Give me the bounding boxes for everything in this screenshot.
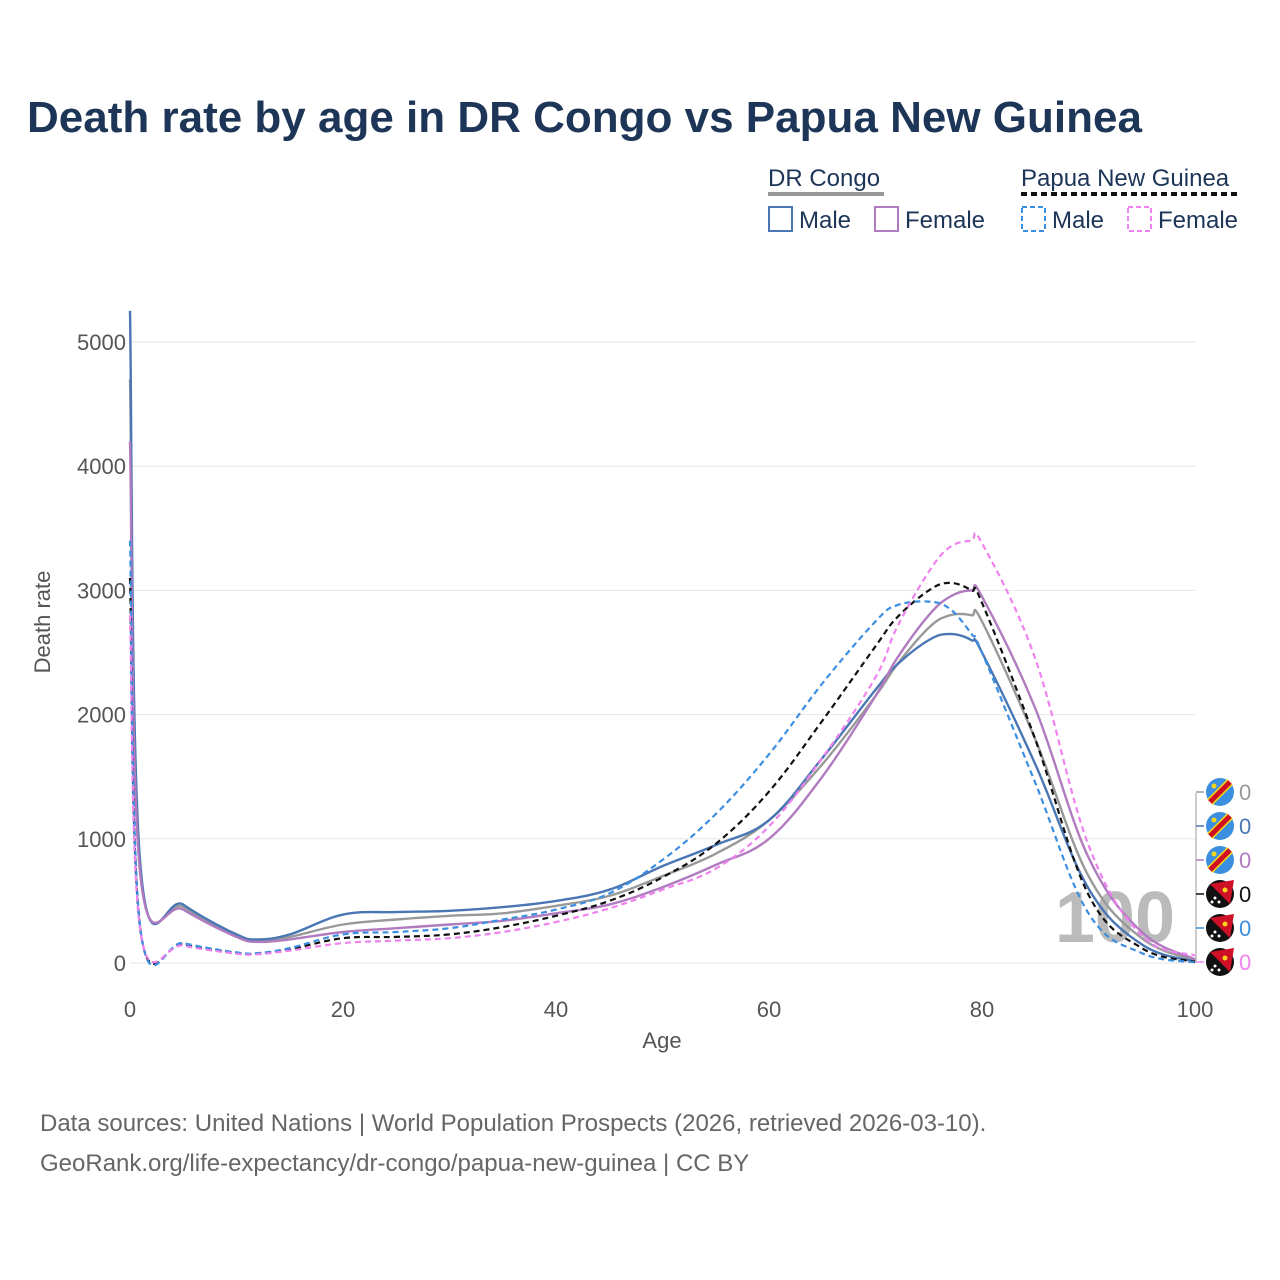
end-value-labels: 0 0 0 0 0 0: [1195, 778, 1251, 976]
legend-swatch: [1021, 206, 1046, 232]
series-lines: [128, 310, 1196, 967]
series-line-papua-new-guinea-total: [128, 577, 1196, 965]
y-tick-label: 4000: [77, 454, 126, 479]
x-tick-label: 20: [331, 997, 355, 1022]
flag-bird: [1222, 887, 1228, 893]
flag-star: [1217, 934, 1221, 938]
source-line-1: Data sources: United Nations | World Pop…: [40, 1110, 986, 1137]
legend-swatch: [874, 206, 899, 232]
x-tick-label: 60: [757, 997, 781, 1022]
legend-swatch: [1127, 206, 1152, 232]
y-tick-label: 0: [114, 951, 126, 976]
x-tick-label: 0: [124, 997, 136, 1022]
flag-star: [1211, 783, 1217, 789]
series-line-papua-new-guinea-male: [128, 540, 1196, 967]
source-line-2: GeoRank.org/life-expectancy/dr-congo/pap…: [40, 1150, 749, 1177]
dr-congo-flag-icon: [1206, 778, 1234, 806]
flag-star: [1217, 968, 1221, 972]
y-tick-label: 3000: [77, 578, 126, 603]
y-axis-ticks: 0 1000 2000 3000 4000 5000: [77, 330, 126, 976]
flag-star: [1211, 851, 1217, 857]
flag-red-half: [1210, 880, 1234, 904]
end-value-label: 0: [1239, 780, 1251, 805]
flag-red-half: [1210, 914, 1234, 938]
y-tick-label: 5000: [77, 330, 126, 355]
legend-entry-label: Female: [1158, 207, 1238, 234]
flag-bird: [1222, 921, 1228, 927]
legend-swatch: [768, 206, 793, 232]
grid: [130, 341, 1195, 964]
flag-star: [1210, 900, 1214, 904]
papua-new-guinea-flag-icon: [1206, 948, 1234, 976]
legend-entry-label: Male: [1052, 207, 1104, 234]
flag-stripe-red: [1208, 848, 1232, 872]
flag-stripe-red: [1208, 780, 1232, 804]
end-value-label: 0: [1239, 916, 1251, 941]
y-axis-label: Death rate: [30, 571, 55, 674]
end-value-label: 0: [1239, 848, 1251, 873]
end-value-label: 0: [1239, 814, 1251, 839]
chart-title: Death rate by age in DR Congo vs Papua N…: [27, 93, 1142, 142]
x-axis-ticks: 0 20 40 60 80 100: [124, 997, 1213, 1022]
flag-red-half: [1210, 948, 1234, 972]
legend-group-title: DR Congo: [768, 165, 880, 192]
flag-stripe-red: [1208, 814, 1232, 838]
end-value-label: 0: [1239, 950, 1251, 975]
dr-congo-flag-icon: [1206, 812, 1234, 840]
legend-entry-label: Male: [799, 207, 851, 234]
legend-group-title: Papua New Guinea: [1021, 165, 1230, 192]
papua-new-guinea-flag-icon: [1206, 914, 1234, 942]
y-tick-label: 2000: [77, 703, 126, 728]
end-value-label: 0: [1239, 882, 1251, 907]
x-tick-label: 40: [544, 997, 568, 1022]
y-tick-label: 1000: [77, 827, 126, 852]
legend-entry-label: Female: [905, 207, 985, 234]
series-line-dr-congo-female: [128, 441, 1196, 961]
papua-new-guinea-flag-icon: [1206, 880, 1234, 908]
series-line-papua-new-guinea-female: [128, 531, 1196, 964]
series-line-dr-congo-male: [128, 310, 1196, 963]
x-axis-label: Age: [642, 1028, 681, 1053]
flag-star: [1213, 896, 1217, 900]
flag-star: [1217, 900, 1221, 904]
flag-star: [1211, 817, 1217, 823]
legend: DR Congo Male Female Papua New Guinea Male Fe…: [768, 165, 1238, 234]
flag-star: [1210, 968, 1214, 972]
x-tick-label: 100: [1177, 997, 1214, 1022]
flag-star: [1213, 964, 1217, 968]
flag-bird: [1222, 955, 1228, 961]
flag-star: [1210, 934, 1214, 938]
flag-star: [1213, 930, 1217, 934]
x-tick-label: 80: [970, 997, 994, 1022]
dr-congo-flag-icon: [1206, 846, 1234, 874]
